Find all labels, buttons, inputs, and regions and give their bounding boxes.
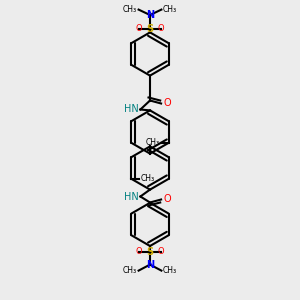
Text: CH₃: CH₃ [163, 266, 177, 275]
Text: O: O [136, 24, 142, 33]
Text: S: S [146, 23, 154, 34]
Text: S: S [146, 247, 154, 257]
Text: CH₃: CH₃ [123, 266, 137, 275]
Text: O: O [158, 248, 164, 256]
Text: O: O [164, 98, 171, 109]
Text: N: N [146, 10, 154, 20]
Text: O: O [158, 24, 164, 33]
Text: O: O [136, 248, 142, 256]
Text: N: N [146, 260, 154, 270]
Text: HN: HN [124, 104, 139, 115]
Text: CH₃: CH₃ [146, 138, 160, 147]
Text: CH₃: CH₃ [123, 5, 137, 14]
Text: CH₃: CH₃ [163, 5, 177, 14]
Text: CH₃: CH₃ [140, 174, 154, 183]
Text: O: O [164, 194, 171, 205]
Text: HN: HN [124, 191, 139, 202]
